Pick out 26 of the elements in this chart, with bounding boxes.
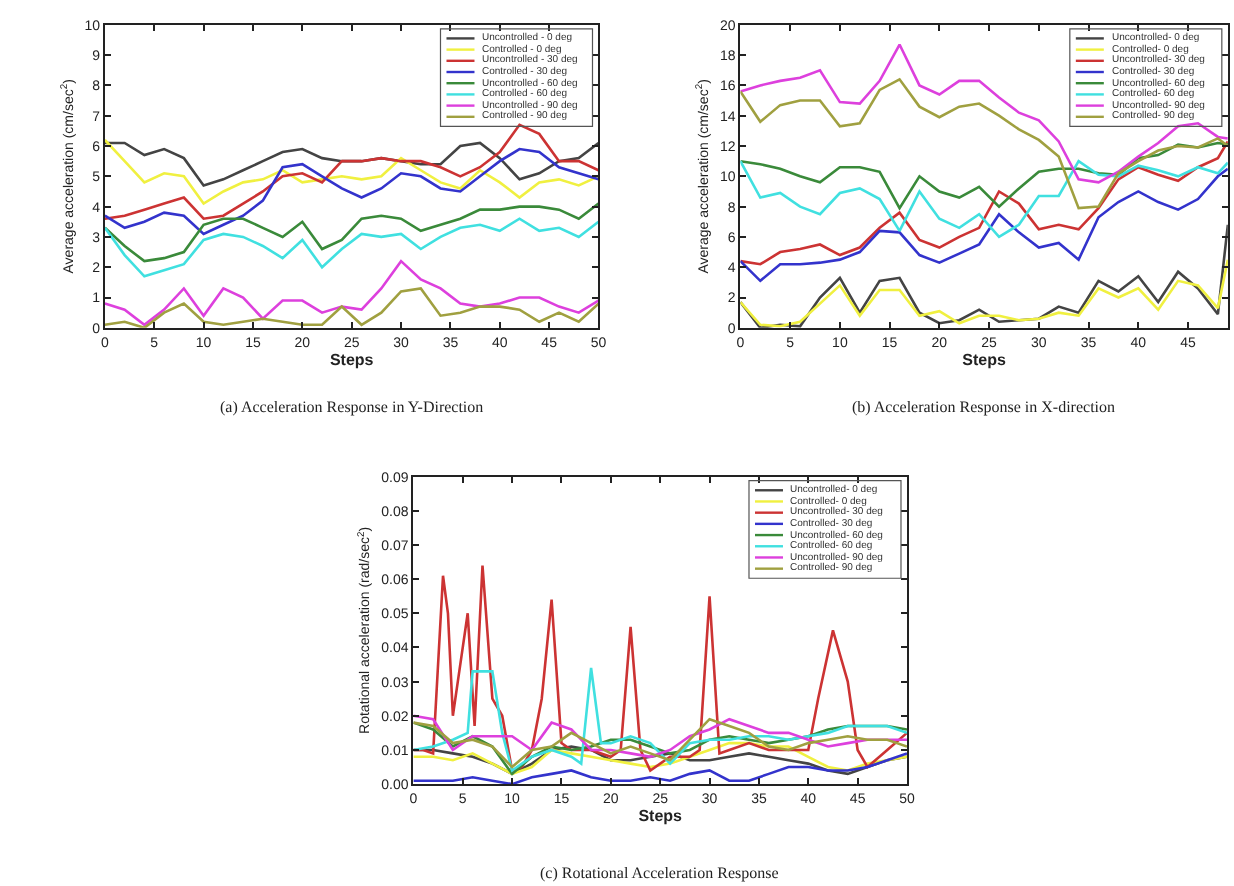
x-axis-title: Steps xyxy=(962,350,1007,369)
line-series xyxy=(740,78,1228,210)
line-series xyxy=(740,140,1228,266)
line-series xyxy=(740,43,1228,184)
text: (c) Rotational Acceleration Response xyxy=(540,864,780,882)
line-series xyxy=(740,141,1228,210)
line-series xyxy=(413,564,907,772)
line-series xyxy=(104,202,599,263)
line-series xyxy=(104,138,599,205)
line-series xyxy=(413,752,907,785)
line-series xyxy=(104,123,599,221)
line-series xyxy=(104,259,599,327)
line-series xyxy=(413,666,907,772)
text: (b) Acceleration Response in X-direction xyxy=(852,398,1116,416)
x-axis-title: Steps xyxy=(329,350,375,369)
line-series xyxy=(104,147,599,236)
line-series xyxy=(104,217,599,278)
line-series xyxy=(104,141,599,187)
line-series xyxy=(413,714,907,759)
line-series xyxy=(740,159,1228,239)
line-series xyxy=(740,223,1228,328)
line-series xyxy=(740,167,1228,283)
text: (a) Acceleration Response in Y-Direction xyxy=(220,398,484,416)
line-series xyxy=(740,258,1228,328)
x-axis-title: Steps xyxy=(638,807,684,826)
line-series xyxy=(104,287,599,328)
